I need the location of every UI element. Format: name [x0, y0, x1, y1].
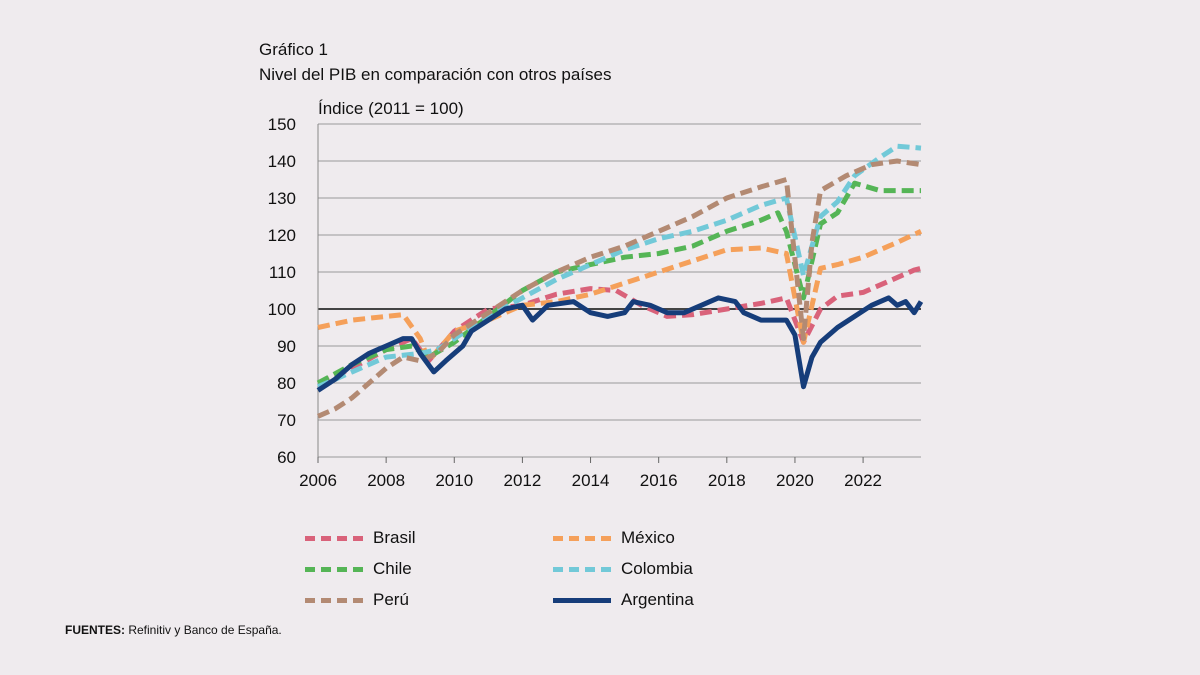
legend-item-argentina: Argentina — [553, 590, 694, 610]
series-line-chile — [316, 180, 921, 386]
y-tick-labels: 60 70 80 90 100 110 120 130 140 150 — [268, 115, 296, 467]
legend-swatch — [553, 597, 611, 603]
y-tick-100: 100 — [268, 300, 296, 319]
source-label: FUENTES: — [65, 623, 125, 637]
legend-swatch — [305, 535, 363, 541]
legend-swatch — [305, 597, 363, 603]
x-tick-2010: 2010 — [435, 471, 473, 490]
y-tick-120: 120 — [268, 226, 296, 245]
x-tick-2016: 2016 — [640, 471, 678, 490]
x-tick-2006: 2006 — [299, 471, 337, 490]
legend-label: Brasil — [373, 528, 416, 547]
legend-item-brasil: Brasil — [305, 528, 416, 548]
y-axis-label: Índice (2011 = 100) — [318, 99, 464, 118]
legend-label: Colombia — [621, 559, 693, 578]
legend-item-colombia: Colombia — [553, 559, 693, 579]
source-note: FUENTES: Refinitiv y Banco de España. — [65, 623, 282, 637]
y-tick-110: 110 — [269, 263, 296, 282]
y-tick-130: 130 — [268, 189, 296, 208]
legend: Brasil México Chile Colombia Perú Argentina — [305, 528, 865, 628]
x-tick-labels: 2006 2008 2010 2012 2014 2016 2018 2020 2022 — [299, 471, 882, 490]
source-text: Refinitiv y Banco de España. — [128, 623, 282, 637]
chart-title: Nivel del PIB en comparación con otros p… — [259, 65, 612, 84]
x-tick-2014: 2014 — [572, 471, 610, 490]
legend-swatch — [553, 566, 611, 572]
legend-swatch — [305, 566, 363, 572]
x-tick-2012: 2012 — [503, 471, 541, 490]
legend-label: México — [621, 528, 675, 547]
y-tick-70: 70 — [277, 411, 296, 430]
x-tick-2020: 2020 — [776, 471, 814, 490]
legend-item-méxico: México — [553, 528, 675, 548]
series-line-perú — [317, 158, 922, 419]
legend-label: Chile — [373, 559, 412, 578]
x-tick-2018: 2018 — [708, 471, 746, 490]
y-tick-60: 60 — [277, 448, 296, 467]
series-line-argentina — [316, 295, 924, 393]
figure-label: Gráfico 1 — [259, 40, 328, 59]
legend-swatch — [553, 535, 611, 541]
legend-item-perú: Perú — [305, 590, 409, 610]
y-tick-150: 150 — [268, 115, 296, 134]
x-tick-2008: 2008 — [367, 471, 405, 490]
x-tick-2022: 2022 — [844, 471, 882, 490]
y-tick-90: 90 — [277, 337, 296, 356]
legend-label: Perú — [373, 590, 409, 609]
legend-item-chile: Chile — [305, 559, 412, 579]
y-tick-80: 80 — [277, 374, 296, 393]
legend-label: Argentina — [621, 590, 694, 609]
y-tick-140: 140 — [268, 152, 296, 171]
series-lines — [316, 143, 924, 419]
